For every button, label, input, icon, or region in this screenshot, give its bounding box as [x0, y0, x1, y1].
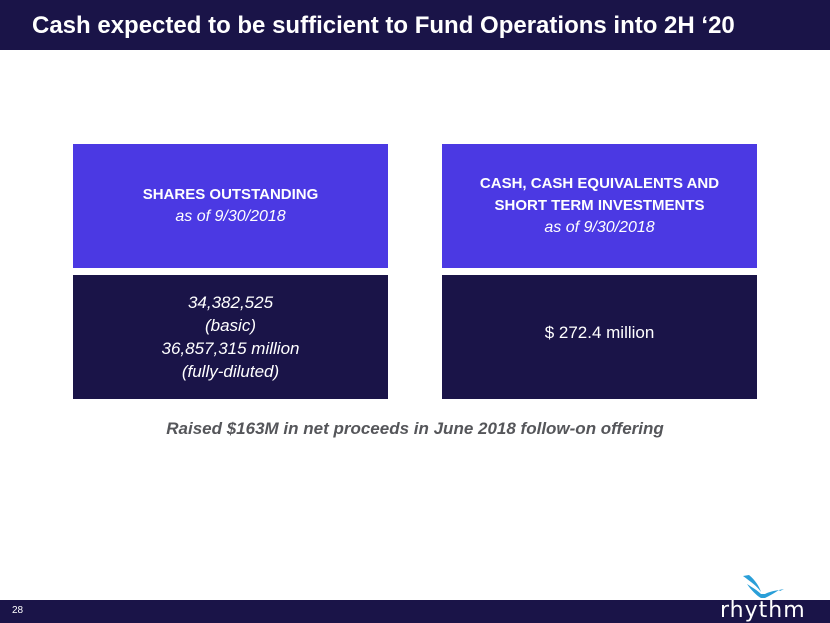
- cash-header: CASH, CASH EQUIVALENTS AND SHORT TERM IN…: [442, 144, 757, 268]
- footer-bar: [0, 600, 830, 623]
- shares-outstanding-header: SHARES OUTSTANDING as of 9/30/2018: [73, 144, 388, 268]
- rhythm-logo-wordmark: rhythm: [720, 598, 806, 623]
- shares-diluted-value: 36,857,315 million: [161, 339, 300, 358]
- cash-value: $ 272.4 million: [544, 322, 655, 342]
- slide-title: Cash expected to be sufficient to Fund O…: [32, 12, 735, 39]
- shares-asof: as of 9/30/2018: [175, 208, 286, 225]
- cash-value-box: $ 272.4 million: [442, 275, 757, 399]
- page-number: 28: [12, 605, 24, 616]
- hummingbird-icon: [743, 575, 784, 598]
- shares-outstanding-values: 34,382,525 (basic) 36,857,315 million (f…: [73, 275, 388, 399]
- cash-heading-line2: SHORT TERM INVESTMENTS: [494, 197, 705, 214]
- shares-heading: SHARES OUTSTANDING: [142, 186, 319, 203]
- cash-asof: as of 9/30/2018: [544, 219, 655, 236]
- cash-heading-line1: CASH, CASH EQUIVALENTS AND: [479, 175, 720, 192]
- offering-note: Raised $163M in net proceeds in June 201…: [166, 419, 664, 438]
- shares-diluted-label: (fully-diluted): [181, 362, 280, 381]
- shares-basic-value: 34,382,525: [187, 293, 274, 312]
- shares-basic-label: (basic): [204, 316, 256, 335]
- title-bar: Cash expected to be sufficient to Fund O…: [0, 0, 830, 50]
